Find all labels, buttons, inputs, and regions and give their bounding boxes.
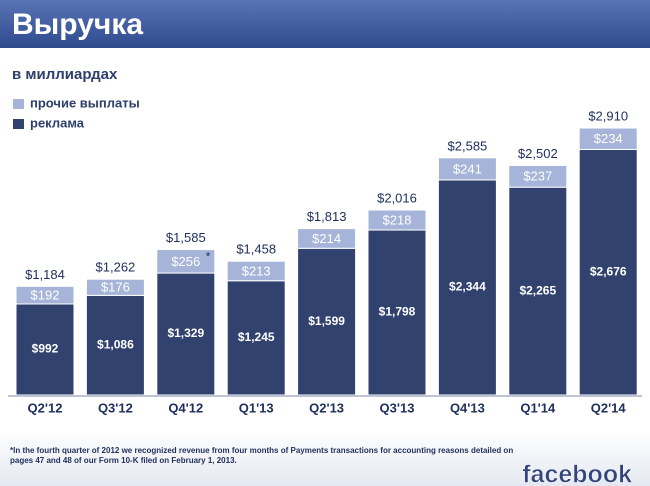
note-marker: * <box>206 249 211 263</box>
bar-segment <box>578 127 638 150</box>
value-label: $237 <box>523 169 552 184</box>
total-label: $2,016 <box>377 190 417 205</box>
value-label: $1,245 <box>238 330 275 344</box>
bar-segment <box>437 179 497 396</box>
value-label: $213 <box>242 263 271 278</box>
x-tick-label: Q2'13 <box>309 400 344 415</box>
value-label: $1,329 <box>167 326 204 340</box>
legend-swatch <box>13 99 24 109</box>
value-label: $192 <box>31 288 60 303</box>
bar-segment <box>297 228 357 249</box>
x-tick-label: Q1'14 <box>520 400 556 415</box>
bar-segment <box>15 303 75 396</box>
value-label: $241 <box>453 161 482 176</box>
bar-segment <box>85 278 145 296</box>
bar-segment <box>156 272 216 396</box>
bar-segment <box>367 229 427 396</box>
chart-title: Выручка <box>12 8 143 41</box>
footer-band <box>0 430 650 486</box>
total-label: $1,262 <box>96 260 136 275</box>
footnote: *In the fourth quarter of 2012 we recogn… <box>10 446 514 465</box>
chart-subtitle: в миллиардах <box>12 66 118 83</box>
bar-segment <box>437 157 497 181</box>
bar-segment <box>297 247 357 396</box>
value-label: $234 <box>594 131 623 146</box>
bar-segment <box>578 148 638 396</box>
value-label: $256 <box>171 254 200 269</box>
value-label: $2,676 <box>590 264 627 278</box>
value-label: $176 <box>101 280 130 295</box>
x-tick-label: Q1'13 <box>239 400 274 415</box>
bar-segment <box>508 164 568 188</box>
total-label: $2,502 <box>518 146 558 161</box>
x-tick-label: Q2'12 <box>28 400 63 415</box>
x-tick-label: Q4'13 <box>450 400 485 415</box>
value-label: $218 <box>383 212 412 227</box>
bar-segment <box>85 294 145 396</box>
title-bar <box>0 0 650 48</box>
bar-segment <box>226 260 286 282</box>
total-label: $1,458 <box>236 242 276 257</box>
bar-segment <box>508 186 568 396</box>
bar-segment <box>15 285 75 305</box>
x-tick-label: Q4'12 <box>168 400 203 415</box>
bar-segment <box>367 209 427 231</box>
legend-swatch <box>13 119 24 129</box>
value-label: $2,344 <box>449 280 486 294</box>
total-label: $1,813 <box>307 209 347 224</box>
logo: facebook <box>522 461 632 486</box>
x-tick-label: Q2'14 <box>591 400 627 415</box>
bar-segment <box>156 249 216 274</box>
x-tick-label: Q3'12 <box>98 400 133 415</box>
value-label: $214 <box>312 231 341 246</box>
total-label: $1,585 <box>166 230 206 245</box>
total-label: $2,585 <box>448 138 488 153</box>
total-label: $2,910 <box>588 108 628 123</box>
x-tick-label: Q3'13 <box>380 400 415 415</box>
value-label: $2,265 <box>519 283 556 297</box>
value-label: $1,798 <box>379 305 416 319</box>
value-label: $1,599 <box>308 314 345 328</box>
value-label: $992 <box>32 342 59 356</box>
bar-segment <box>226 280 286 396</box>
legend-label: прочие выплаты <box>30 95 140 110</box>
total-label: $1,184 <box>25 267 65 282</box>
legend-label: реклама <box>30 115 85 130</box>
value-label: $1,086 <box>97 337 134 351</box>
